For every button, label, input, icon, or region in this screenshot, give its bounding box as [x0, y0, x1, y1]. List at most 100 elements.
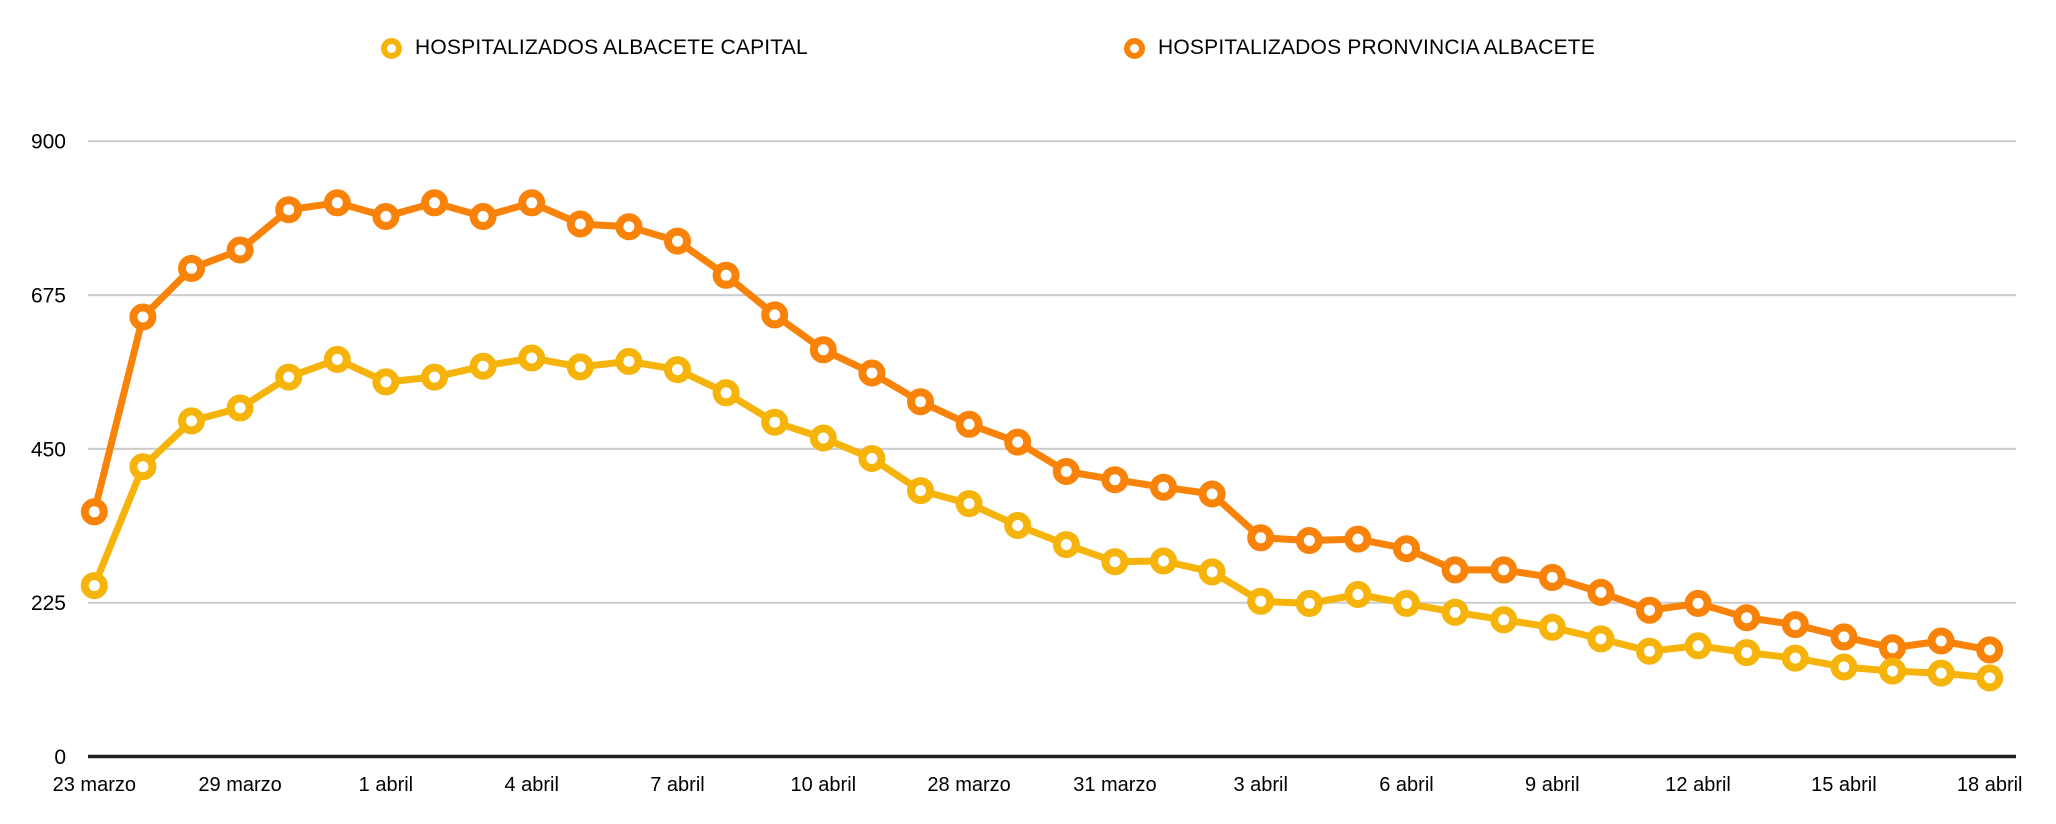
data-point-marker: [615, 213, 643, 241]
data-point-marker: [1441, 598, 1469, 626]
data-point-marker: [129, 453, 157, 481]
data-point-marker: [1684, 589, 1712, 617]
data-point-marker: [1101, 466, 1129, 494]
y-tick-label: 900: [31, 131, 66, 154]
legend-ring-icon: [381, 37, 402, 59]
y-tick-label: 225: [31, 592, 66, 615]
legend-ring-icon: [1124, 37, 1145, 59]
data-point-marker: [858, 445, 886, 472]
y-tick-label: 675: [31, 284, 66, 307]
x-tick-label: 29 marzo: [198, 774, 281, 796]
chart-legend: HOSPITALIZADOS ALBACETE CAPITAL HOSPITAL…: [0, 0, 2056, 80]
data-point-marker: [1004, 512, 1032, 539]
data-point-marker: [809, 336, 837, 364]
data-point-marker: [1393, 535, 1420, 563]
data-point-marker: [421, 363, 448, 391]
legend-label: HOSPITALIZADOS PRONVINCIA ALBACETE: [1158, 36, 1596, 59]
x-tick-label: 23 marzo: [53, 774, 136, 796]
gridlines: [88, 140, 2016, 759]
legend-label: HOSPITALIZADOS ALBACETE CAPITAL: [415, 36, 808, 59]
x-tick-label: 1 abril: [359, 774, 413, 796]
data-point-marker: [1781, 611, 1809, 639]
data-point-marker: [1879, 657, 1906, 685]
data-point-marker: [275, 363, 303, 391]
data-point-marker: [1004, 428, 1032, 456]
x-tick-label: 4 abril: [504, 774, 558, 796]
data-point-marker: [1295, 527, 1323, 554]
data-point-marker: [518, 344, 546, 372]
x-tick-label: 6 abril: [1379, 774, 1433, 796]
data-point-marker: [1441, 556, 1469, 584]
data-point-marker: [1052, 458, 1080, 485]
data-point-marker: [955, 490, 983, 518]
data-point-marker: [469, 203, 497, 230]
data-point-marker: [1830, 653, 1858, 681]
x-tick-label: 15 abril: [1811, 774, 1877, 796]
data-point-marker: [275, 196, 303, 224]
data-point-marker: [372, 203, 400, 230]
data-point-marker: [1976, 664, 2004, 692]
data-point-marker: [1344, 581, 1372, 608]
data-point-marker: [1927, 659, 1955, 687]
data-point-marker: [178, 254, 205, 282]
data-point-marker: [761, 301, 789, 329]
data-point-marker: [712, 379, 740, 407]
data-point-marker: [1636, 637, 1663, 665]
data-point-marker: [858, 359, 886, 387]
data-point-marker: [1247, 587, 1275, 615]
data-point-marker: [712, 261, 740, 289]
data-point-marker: [1150, 473, 1177, 501]
legend-item-albacete-capital: HOSPITALIZADOS ALBACETE CAPITAL: [381, 36, 808, 60]
x-tick-label: 9 abril: [1525, 774, 1579, 796]
x-tick-label: 18 abril: [1957, 774, 2023, 796]
data-point-marker: [372, 368, 400, 396]
data-point-marker: [761, 408, 789, 436]
y-axis-tick-labels: 0 225 450 675 900: [31, 131, 66, 769]
data-point-marker: [1879, 634, 1906, 662]
data-point-marker: [566, 353, 594, 381]
series-hospitalizados-pronvincia-albacete: [80, 189, 2004, 664]
data-point-marker: [80, 498, 108, 526]
y-tick-label: 450: [31, 438, 66, 461]
x-tick-label: 10 abril: [790, 774, 856, 796]
series-line: [90, 354, 1994, 682]
series-hospitalizados-albacete-capital: [80, 344, 2004, 692]
data-point-marker: [1538, 563, 1566, 591]
data-point-marker: [1198, 480, 1226, 508]
data-point-marker: [1587, 578, 1615, 606]
data-point-marker: [1198, 558, 1226, 586]
data-point-marker: [664, 227, 691, 255]
data-point-marker: [1344, 525, 1372, 553]
data-point-marker: [615, 347, 643, 375]
data-point-marker: [1393, 589, 1420, 617]
data-point-marker: [226, 394, 254, 422]
data-point-marker: [664, 356, 691, 384]
data-point-marker: [80, 572, 108, 600]
data-point-marker: [1830, 623, 1858, 651]
data-point-marker: [1150, 547, 1177, 575]
data-point-marker: [566, 210, 594, 238]
data-point-marker: [1490, 606, 1518, 634]
data-point-marker: [1247, 524, 1275, 552]
data-point-marker: [907, 388, 934, 416]
data-point-marker: [1587, 625, 1615, 653]
data-point-marker: [518, 189, 546, 217]
data-point-marker: [226, 236, 254, 264]
x-tick-label: 31 marzo: [1073, 774, 1156, 796]
data-point-marker: [1733, 604, 1761, 632]
data-point-marker: [1684, 632, 1712, 660]
data-point-marker: [129, 303, 157, 331]
series-line: [90, 199, 1994, 654]
data-point-marker: [1490, 556, 1518, 584]
data-point-marker: [1052, 531, 1080, 559]
data-point-marker: [1636, 596, 1663, 624]
data-point-marker: [178, 407, 205, 435]
x-tick-label: 3 abril: [1233, 774, 1287, 796]
data-point-marker: [323, 345, 351, 373]
data-point-marker: [1976, 636, 2004, 664]
data-point-marker: [907, 477, 934, 505]
data-point-marker: [1101, 548, 1129, 576]
data-point-marker: [1927, 627, 1955, 655]
data-point-marker: [1781, 644, 1809, 672]
